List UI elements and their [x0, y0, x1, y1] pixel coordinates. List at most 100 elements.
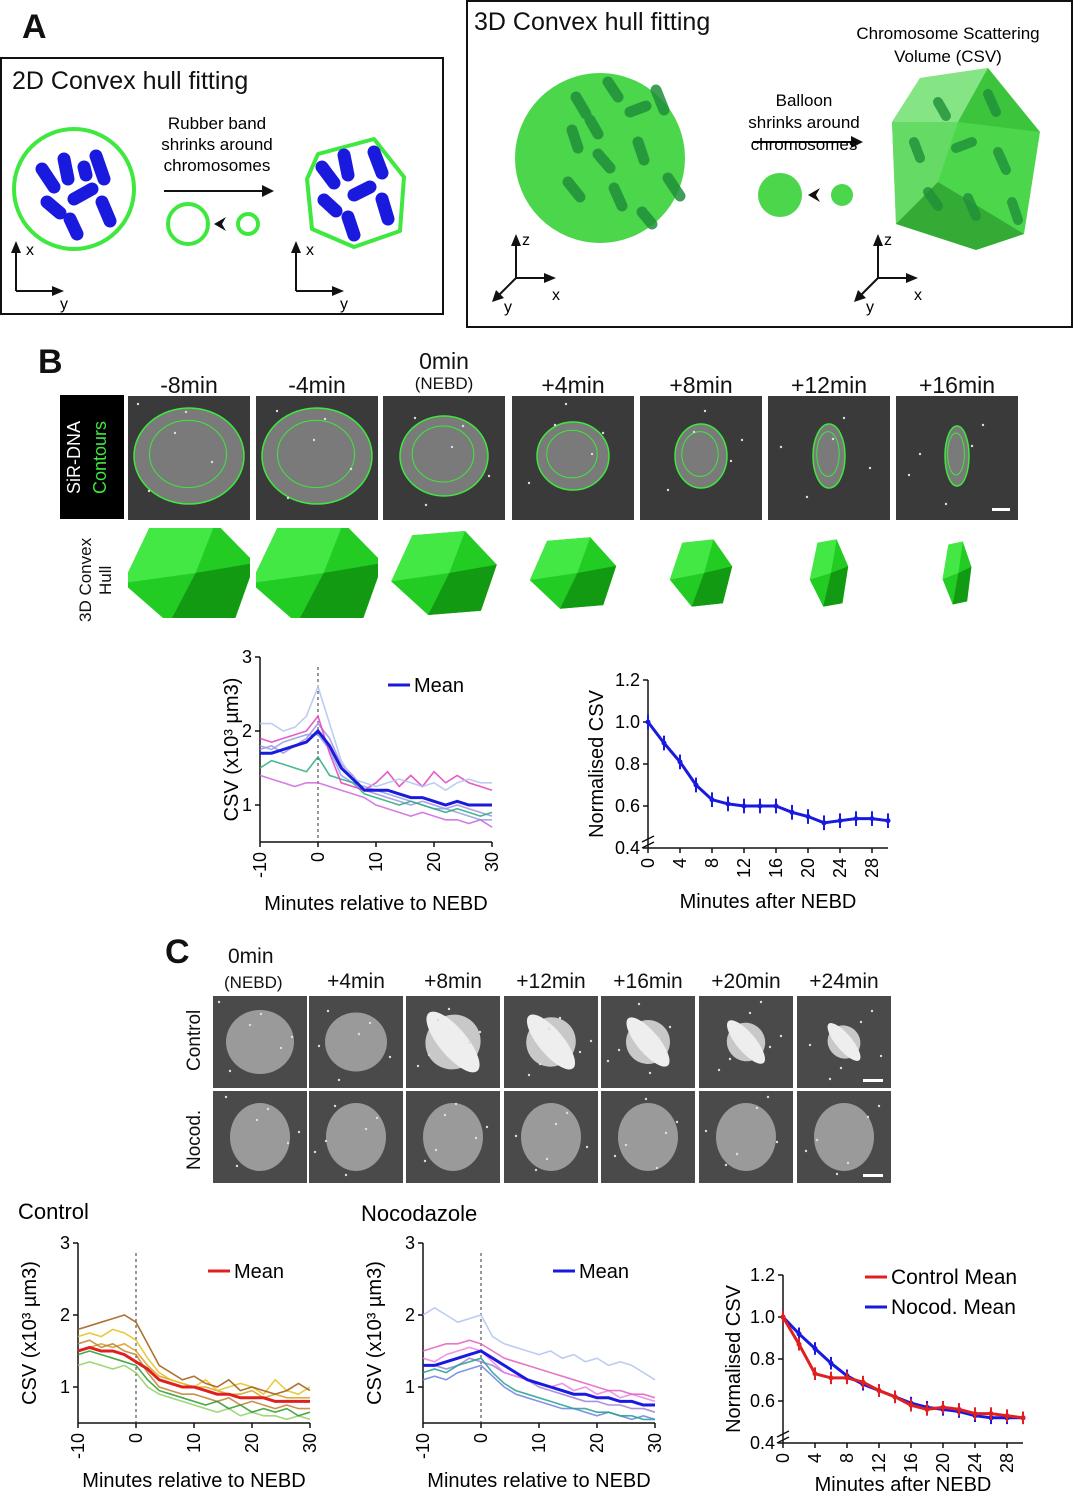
series-line [259, 774, 493, 828]
b-microscopy-frame [383, 396, 505, 520]
y-tick-label: 3 [405, 1233, 415, 1253]
chromosomes-3d [562, 76, 686, 230]
data-point [677, 759, 683, 765]
data-point [812, 1346, 818, 1351]
hull-row-label: 3D Convex Hull [76, 537, 115, 623]
c-row-label-control: Control [184, 1009, 205, 1071]
c-control-frame [601, 996, 695, 1088]
panel-b-letter: B [38, 343, 63, 381]
chart-c-nocodazole: 1 2 3 -10 0 10 20 30 CSV (x10³ µm3) Minutes relat… [361, 1201, 665, 1492]
b-timepoint-label: -4min [288, 372, 346, 398]
svg-text:y: y [504, 299, 512, 316]
x-tick-label: 20 [242, 1433, 262, 1453]
axis-break [776, 1430, 790, 1444]
c-control-frame [699, 996, 793, 1088]
chromosomes-right [315, 145, 395, 242]
y-tick-label: 2 [242, 721, 252, 741]
legend-label: Nocod. Mean [891, 1296, 1016, 1319]
series-line [423, 1357, 656, 1413]
x-tick-label: 28 [997, 1453, 1017, 1473]
chart-b-normalised: 0.4 0.6 0.8 1.0 1.2 0 4 8 12 16 20 24 28 Normalised C… [586, 670, 891, 913]
c-timepoint-label: +16min [613, 970, 683, 993]
chart-b-csv-relative: 1 2 3 -10 0 10 20 30 CSV (x10³ µm3) Minutes relat… [221, 647, 502, 915]
svg-text:x: x [26, 242, 34, 259]
x-axis-label: Minutes after NEBD [815, 1474, 992, 1496]
b-microscopy-frame [768, 396, 890, 520]
series-line [77, 1345, 310, 1403]
data-point [741, 803, 747, 809]
c-timepoint-label: +20min [711, 970, 781, 993]
y-tick-label: 0.8 [750, 1349, 775, 1369]
c-control-frame [406, 996, 500, 1088]
data-point [876, 1388, 882, 1393]
c-nebd-note: (NEBD) [224, 973, 283, 992]
x-tick-label: 16 [766, 858, 786, 878]
y-tick-label: 2 [60, 1305, 70, 1325]
series-line [77, 1360, 311, 1421]
c-timepoint-label: +8min [424, 970, 482, 993]
x-tick-label: 24 [830, 858, 850, 878]
b-3d-hull [391, 531, 497, 615]
c-nocod-frame [504, 1091, 598, 1183]
data-point [844, 1375, 850, 1381]
x-tick-label: 12 [734, 858, 754, 878]
svg-text:shrinks around: shrinks around [748, 113, 860, 132]
x-axis-label: Minutes relative to NEBD [264, 893, 487, 915]
y-tick-label: 1 [405, 1377, 415, 1397]
series-line [259, 755, 493, 817]
axes-left [15, 249, 56, 292]
x-tick-label: 10 [529, 1433, 549, 1453]
c-timepoint-label: +24min [809, 970, 879, 993]
x-tick-label: 20 [424, 852, 444, 872]
box-3d-convex-hull: 3D Convex hull fitting Balloon shrinks a… [466, 0, 1073, 328]
data-point [812, 1371, 818, 1377]
x-tick-label: -10 [413, 1433, 433, 1459]
b-timepoint-label: +12min [790, 372, 868, 398]
data-point [821, 820, 827, 826]
x-tick-label: 4 [805, 1453, 825, 1463]
c-nocod-frame [213, 1091, 307, 1183]
data-point [908, 1402, 914, 1408]
c-control-frame [797, 996, 891, 1088]
b-microscopy-frame [128, 396, 250, 520]
data-point [988, 1411, 994, 1417]
series-line [77, 1314, 311, 1396]
x-tick-label: 0 [773, 1453, 793, 1463]
data-point [885, 818, 891, 824]
c-nocod-frame [601, 1091, 695, 1183]
series-line [422, 1339, 656, 1399]
x-tick-label: 24 [965, 1453, 985, 1473]
x-tick-label: 30 [645, 1433, 665, 1453]
series-line [781, 1316, 1024, 1420]
y-axis-label: CSV (x10³ µm3) [19, 1261, 41, 1405]
y-tick-label: 1 [242, 795, 252, 815]
b-timepoint-label: +8min [669, 372, 733, 398]
y-axis-label: CSV (x10³ µm3) [364, 1261, 386, 1405]
data-point [757, 803, 763, 809]
data-point [773, 803, 779, 809]
y-tick-label: 0.4 [750, 1433, 775, 1453]
axis-break [641, 835, 655, 849]
series-line [260, 728, 492, 807]
data-point [1020, 1415, 1026, 1421]
svg-text:z: z [884, 232, 892, 249]
data-point [853, 816, 859, 822]
series-line [422, 1357, 655, 1421]
x-tick-label: 12 [869, 1453, 889, 1473]
data-point [940, 1404, 946, 1410]
x-tick-label: 30 [300, 1433, 320, 1453]
svg-text:chromosomes: chromosomes [751, 135, 858, 154]
data-point [972, 1411, 978, 1417]
y-axis-label: Normalised CSV [723, 1284, 745, 1432]
x-tick-label: 16 [901, 1453, 921, 1473]
data-point [796, 1331, 802, 1337]
data-point [661, 740, 667, 746]
panel-c-letter: C [165, 933, 190, 971]
y-tick-label: 0.8 [615, 754, 640, 774]
c-control-frame [213, 996, 307, 1088]
c-nocod-frame [797, 1091, 891, 1183]
x-tick-label: 20 [587, 1433, 607, 1453]
x-tick-label: 0 [471, 1433, 491, 1443]
b-3d-hull [669, 539, 733, 607]
c-row-label-nocod: Nocod. [184, 1109, 205, 1171]
